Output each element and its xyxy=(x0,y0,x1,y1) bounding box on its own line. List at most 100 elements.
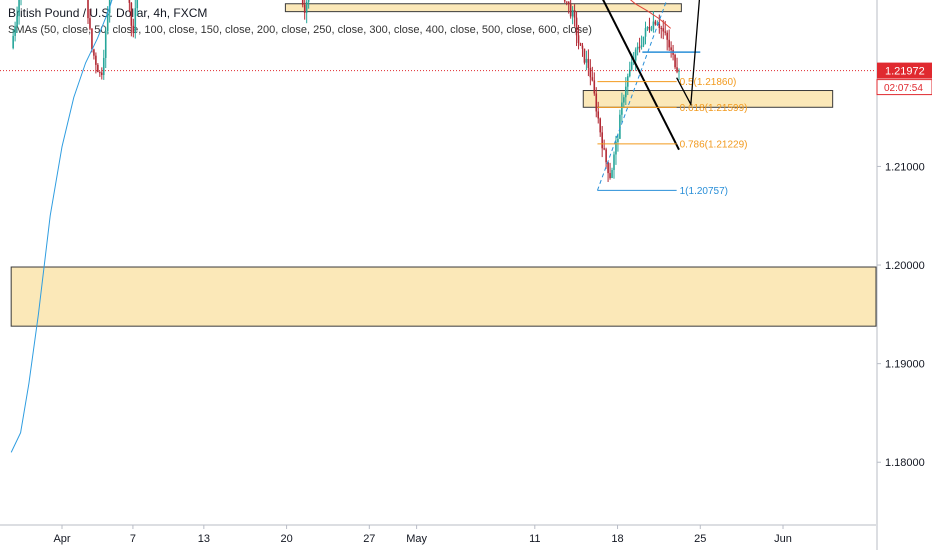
candle-body xyxy=(577,35,580,44)
candle-body xyxy=(100,72,103,76)
candle-body xyxy=(583,48,586,63)
price-tag xyxy=(877,62,932,79)
candle-body xyxy=(136,0,139,9)
candle-body xyxy=(613,154,615,170)
candle-body xyxy=(601,132,603,149)
candle-body xyxy=(585,58,588,63)
sma-blue-line xyxy=(10,0,113,453)
candle-body xyxy=(12,35,14,49)
zone-1 xyxy=(582,90,834,108)
candle-body xyxy=(611,169,613,179)
x-tick-label: 11 xyxy=(529,533,540,545)
candle-body xyxy=(642,36,645,46)
candle-body xyxy=(18,0,20,17)
candle-body xyxy=(621,102,623,115)
x-tick-label: 18 xyxy=(611,533,623,545)
candle-body xyxy=(658,23,661,28)
candle-body xyxy=(605,149,607,163)
candle-body xyxy=(607,162,609,174)
candle-body xyxy=(599,118,602,133)
candle-body xyxy=(97,64,99,73)
price-tag-label: 1.21972 xyxy=(885,66,925,78)
y-tick-label: 1.19000 xyxy=(885,359,925,371)
candle-body xyxy=(662,28,665,32)
candle-body xyxy=(93,49,95,56)
candle-body xyxy=(565,1,568,3)
candle-body xyxy=(666,32,668,40)
candle-body xyxy=(636,46,639,50)
candle-body xyxy=(603,148,605,150)
candle-body xyxy=(593,80,596,94)
fib-label-3: 0.5(1.21860) xyxy=(680,77,737,88)
candle-body xyxy=(644,28,647,37)
y-axis-labels: 1.180001.190001.200001.210001.220001.230… xyxy=(876,62,932,469)
candle-body xyxy=(634,49,637,61)
candle-body xyxy=(678,70,680,72)
candle-body xyxy=(660,27,663,29)
y-tick-label: 1.21000 xyxy=(885,161,925,173)
candle-body xyxy=(609,173,611,179)
candle-body xyxy=(563,0,566,2)
candle-body xyxy=(591,77,594,81)
indicator-legend: SMAs (50, close, 50, close, 100, close, … xyxy=(8,24,592,36)
x-tick-label: 20 xyxy=(280,533,292,545)
trendline xyxy=(602,0,680,151)
fib-label-6: 1(1.20757) xyxy=(680,186,728,197)
candle-body xyxy=(654,21,657,25)
candlestick-series xyxy=(12,0,680,182)
candle-body xyxy=(130,2,133,26)
candle-body xyxy=(650,29,653,31)
candle-body xyxy=(301,0,304,5)
candle-body xyxy=(132,25,135,34)
x-tick-label: 13 xyxy=(198,533,210,545)
x-axis-labels: Apr 7 13 20 27 May 11 18 25 Jun xyxy=(53,525,792,545)
candle-body xyxy=(648,26,651,30)
candle-body xyxy=(676,67,678,72)
candle-body xyxy=(89,18,91,29)
candle-body xyxy=(630,62,633,70)
candle-body xyxy=(99,72,101,74)
candle-body xyxy=(128,0,131,3)
candle-body xyxy=(104,31,107,58)
projection-path xyxy=(676,0,701,107)
candle-body xyxy=(670,47,672,51)
candle-body xyxy=(638,46,641,48)
candle-body xyxy=(307,0,310,2)
candle-body xyxy=(617,138,619,142)
candle-body xyxy=(16,16,18,27)
candle-body xyxy=(656,23,659,25)
candle-body xyxy=(597,111,600,119)
candle-body xyxy=(587,58,590,68)
candle-body xyxy=(134,8,137,34)
moving-averages xyxy=(10,0,672,453)
candle-body xyxy=(102,57,105,76)
candle-body xyxy=(106,13,109,32)
candle-body xyxy=(573,10,576,18)
x-tick-label: May xyxy=(406,533,427,545)
candle-body xyxy=(303,4,306,13)
candle-body xyxy=(625,86,627,98)
y-tick-label: 1.18000 xyxy=(885,457,925,469)
fib-label-4: 0.618(1.21599) xyxy=(680,103,748,114)
candle-body xyxy=(652,21,655,30)
candle-body xyxy=(664,31,667,33)
candle-body xyxy=(615,141,617,155)
candle-body xyxy=(646,26,649,29)
candle-body xyxy=(95,55,97,65)
candle-body xyxy=(14,26,16,36)
candle-body xyxy=(575,17,578,36)
fib-label-5: 0.786(1.21229) xyxy=(680,139,748,150)
candle-body xyxy=(628,69,631,77)
x-tick-label: 7 xyxy=(130,533,136,545)
x-tick-label: 27 xyxy=(363,533,375,545)
candle-body xyxy=(674,54,676,68)
candle-body xyxy=(305,1,308,13)
candle-body xyxy=(623,97,625,103)
support-resistance-zones xyxy=(10,3,877,327)
countdown-box xyxy=(876,79,932,96)
y-tick-label: 1.20000 xyxy=(885,260,925,272)
x-tick-label: 25 xyxy=(694,533,706,545)
candle-body xyxy=(579,43,582,46)
candle-body xyxy=(87,0,89,19)
